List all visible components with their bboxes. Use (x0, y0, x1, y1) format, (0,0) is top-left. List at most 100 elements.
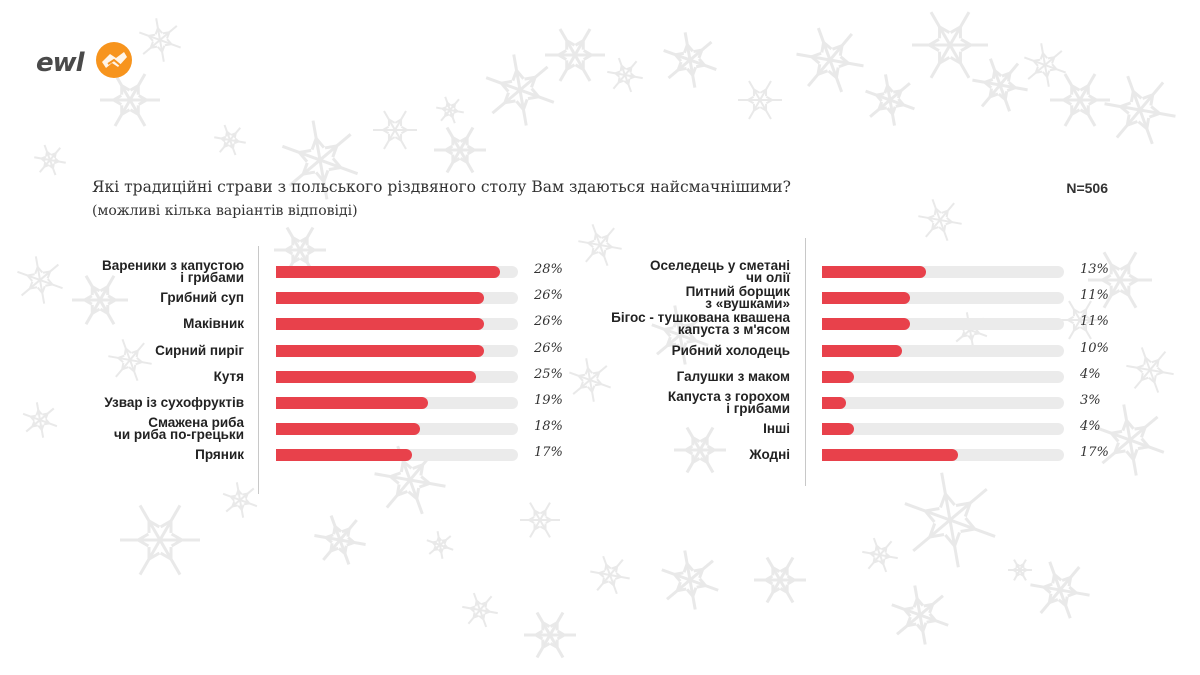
bar-track (276, 370, 518, 383)
bar-track (276, 292, 518, 305)
bar (822, 292, 910, 305)
bar-track (276, 449, 518, 462)
bar (822, 266, 926, 278)
snowflake-icon (1104, 75, 1176, 145)
bar (276, 344, 484, 357)
snowflake-icon (17, 256, 63, 304)
snowflake-icon (904, 472, 996, 568)
snowflake-icon (568, 358, 612, 402)
snowflake-icon (436, 96, 464, 124)
value-label: 11% (1080, 288, 1109, 304)
snowflake-icon (72, 275, 128, 325)
bar-track (822, 292, 1064, 305)
snowflake-icon (138, 18, 182, 62)
snowflake-icon (1050, 73, 1110, 127)
chart-subtitle: (можливі кілька варіантів відповіді) (92, 203, 358, 219)
snowflake-icon (120, 504, 200, 576)
category-label: Галушки з маком (676, 368, 790, 384)
category-label: Сирний пиріг (155, 342, 244, 358)
snowflake-icon (862, 537, 898, 573)
snowflake-icon (590, 555, 630, 595)
snowflake-icon (1095, 404, 1165, 476)
bar (276, 397, 428, 409)
snowflake-icon (651, 305, 709, 365)
value-label: 11% (1080, 314, 1109, 330)
value-label: 19% (534, 393, 563, 408)
bar-track (276, 423, 518, 436)
snowflake-icon (524, 611, 576, 659)
bar (822, 344, 902, 357)
bar (822, 397, 846, 409)
bar (822, 318, 910, 331)
snowflake-icon (485, 54, 555, 126)
value-label: 3% (1080, 393, 1101, 408)
ewl-logo: ewl (36, 40, 146, 90)
value-label: 18% (534, 419, 563, 435)
bar-track (822, 397, 1064, 409)
value-label: 4% (1080, 366, 1101, 382)
category-label: Капуста з горохом і грибами (667, 389, 790, 416)
snowflake-icon (434, 126, 486, 174)
value-label: 26% (534, 314, 563, 330)
snowflake-icon (373, 110, 417, 150)
chart-title: Які традиційні страви з польського різдв… (92, 178, 791, 196)
snowflake-icon (274, 226, 326, 274)
snowflake-icon (674, 426, 726, 474)
value-label: 25% (534, 366, 563, 382)
value-label: 13% (1080, 262, 1109, 277)
snowflake-icon (865, 74, 915, 126)
category-label: Пряник (195, 447, 244, 463)
snowflake-icon (222, 482, 258, 518)
snowflake-icon (108, 338, 152, 382)
snowflake-icon (912, 11, 988, 79)
sample-size-label: N=506 (1066, 180, 1108, 196)
snowflake-icon (100, 73, 160, 127)
snowflake-icon (426, 531, 454, 559)
bar-track (276, 318, 518, 331)
snowflake-icon (1058, 300, 1102, 340)
snowflake-icon (22, 402, 58, 438)
left-axis-line (258, 246, 259, 494)
snowflake-icon (520, 502, 560, 538)
category-label: Кутя (213, 368, 244, 384)
category-label: Рибний холодець (671, 342, 790, 358)
snowflake-icon (796, 27, 864, 93)
bar (822, 449, 958, 462)
bar (276, 449, 412, 462)
snowflake-icon (1030, 561, 1090, 619)
bar-track (822, 318, 1064, 331)
category-label: Бігос - тушкована квашена капуста з м'яс… (611, 310, 790, 338)
bar-track (822, 423, 1064, 436)
category-label: Оселедець у сметані чи олії (650, 258, 790, 285)
bar-track (276, 344, 518, 357)
category-label: Грибний суп (160, 290, 244, 306)
bar-track (822, 370, 1064, 383)
snowflake-icon (314, 515, 366, 565)
snowflake-icon (1023, 43, 1067, 87)
category-label: Питний борщик з «вушками» (685, 284, 790, 312)
snowflake-icon (1126, 347, 1174, 393)
bar (276, 318, 484, 331)
snowflake-icon (281, 120, 359, 200)
snowflake-icon (661, 550, 719, 610)
logo-text: ewl (36, 48, 85, 78)
snowflake-icon (1008, 559, 1032, 581)
bar (276, 370, 476, 383)
bar (276, 266, 500, 278)
snowflake-icon (738, 80, 782, 120)
category-label: Інші (763, 421, 790, 437)
snowflake-icon (754, 556, 806, 604)
value-label: 10% (1080, 340, 1109, 356)
snowflake-icon (462, 592, 498, 628)
bar-track (822, 449, 1064, 462)
snowflake-icon (607, 57, 643, 93)
bar-track (276, 266, 518, 278)
bar (276, 292, 484, 305)
snowflake-icon (545, 28, 605, 82)
value-label: 26% (534, 288, 563, 304)
bar-track (822, 266, 1064, 278)
bar (822, 423, 854, 436)
value-label: 17% (534, 445, 563, 461)
snowflake-icon (663, 32, 717, 88)
